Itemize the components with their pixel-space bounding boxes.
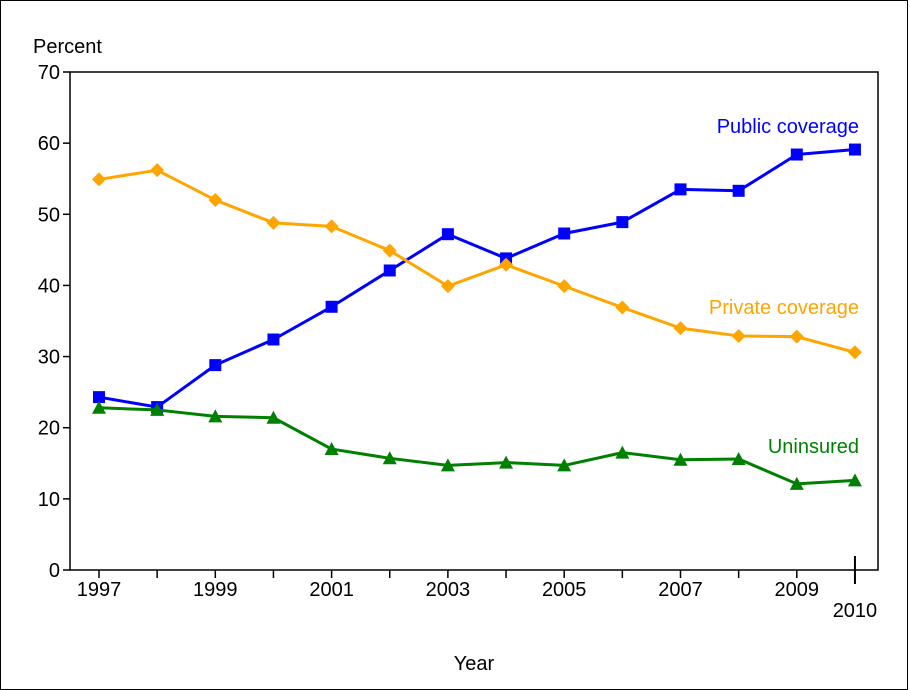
data-point [209,359,222,372]
data-point [673,452,688,466]
y-tick-label: 30 [38,347,60,369]
data-point [615,445,630,459]
data-point [847,473,862,487]
series-labels: Public coverage Private coverage Uninsured [709,116,859,458]
data-point [615,300,630,315]
data-point [499,455,514,469]
y-tick-label: 20 [38,418,60,440]
x-tick-label: 2007 [658,579,703,601]
data-point [382,243,397,258]
x-tick-label: 2005 [542,579,587,601]
x-tick-label: 1999 [193,579,238,601]
series-label: Uninsured [768,436,859,458]
series-group [92,143,862,490]
data-point [92,172,106,187]
x-tick-label: 2001 [309,579,354,601]
x-tick-label: 2010 [833,600,878,622]
series-line [98,168,856,354]
data-point [732,184,745,197]
data-point [208,193,223,208]
data-point [324,219,339,234]
data-point [441,228,454,241]
x-axis-title: Year [454,653,495,675]
data-point [266,410,281,424]
series-line [98,406,856,486]
x-tick-label: 2009 [775,579,820,601]
series-label: Public coverage [717,116,859,138]
data-point [150,163,165,178]
data-point [789,329,804,344]
data-point [93,391,105,404]
data-point [266,215,281,230]
data-point [325,300,338,313]
y-tick-label: 50 [38,204,60,226]
y-axis-title: Percent [33,36,102,58]
data-point [150,402,165,416]
data-point [731,328,746,343]
data-point [731,452,746,466]
series-line [98,148,856,409]
data-point [92,400,106,414]
y-tick-label: 10 [38,489,60,511]
data-point [847,345,862,360]
y-tick-label: 70 [38,62,60,84]
data-point [789,476,804,490]
plot-area [69,71,879,571]
data-point [382,451,397,465]
data-point [557,279,572,294]
data-point [558,227,571,240]
data-point [673,321,688,336]
data-point [499,257,514,272]
data-point [674,183,687,196]
y-axis: 0 10 20 30 40 50 60 70 [38,62,70,582]
data-point [267,333,280,346]
data-point [557,458,572,472]
data-point [440,458,455,472]
data-point [324,442,339,456]
x-axis: 1997 1999 2001 2003 2005 2007 2009 2010 [77,556,877,622]
data-point [616,216,629,229]
data-point [208,409,223,423]
y-tick-label: 60 [38,133,60,155]
data-point [383,264,396,277]
series-label: Private coverage [709,297,859,319]
x-tick-label: 1997 [77,579,122,601]
data-point [790,148,803,161]
data-point [440,279,455,294]
data-point [848,143,861,156]
y-tick-label: 40 [38,275,60,297]
x-tick-label: 2003 [426,579,471,601]
y-tick-label: 0 [49,560,60,582]
